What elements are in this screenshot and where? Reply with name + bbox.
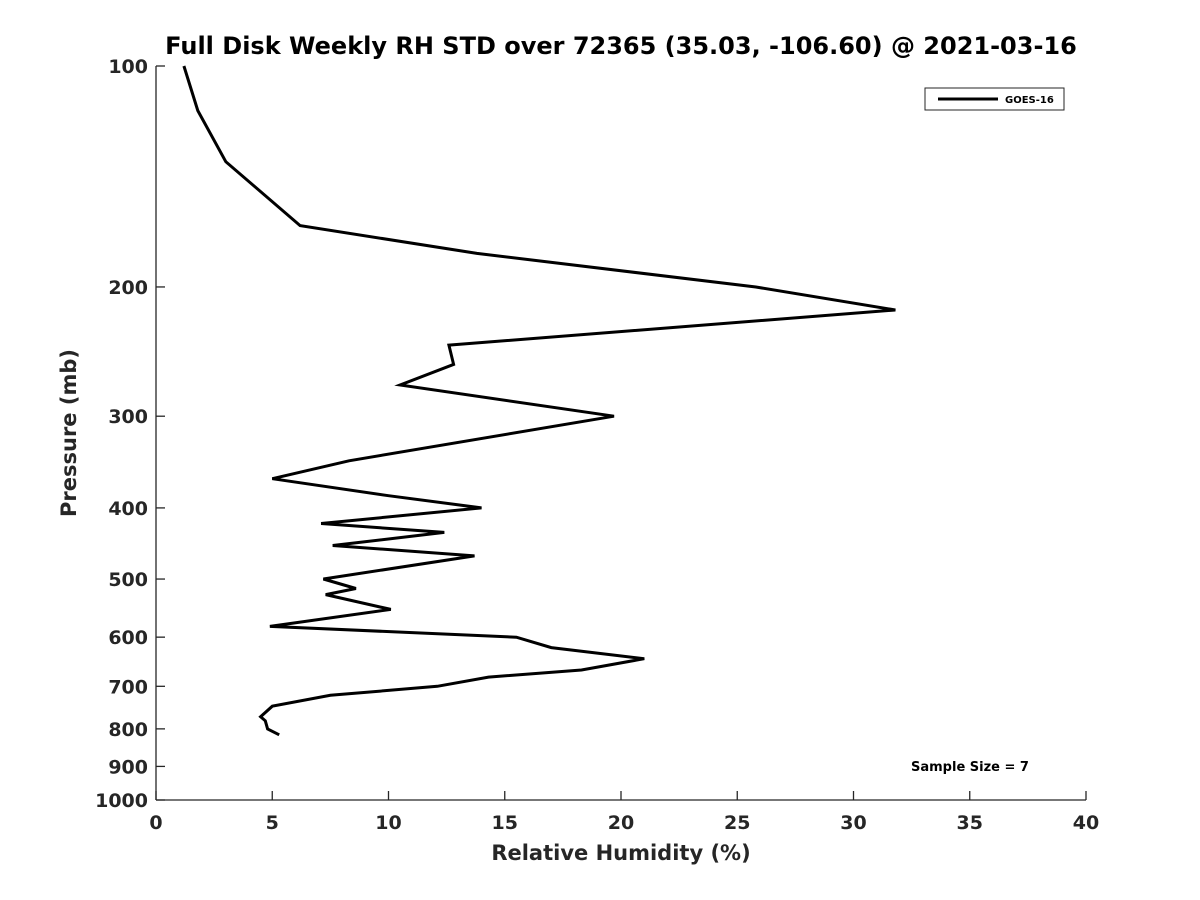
plot-axes	[155, 66, 1086, 801]
y-axis-ticks: 100 200 300 400 500 600 700 800 900 1000	[95, 56, 165, 812]
y-tick-label: 900	[108, 756, 148, 778]
x-tick-label: 35	[957, 812, 983, 834]
y-tick-label: 100	[108, 56, 148, 78]
y-tick-label: 300	[108, 406, 148, 428]
x-tick-label: 25	[724, 812, 750, 834]
x-axis-label: Relative Humidity (%)	[491, 841, 750, 865]
y-tick-label: 500	[108, 569, 148, 591]
x-tick-label: 10	[375, 812, 401, 834]
chart-title: Full Disk Weekly RH STD over 72365 (35.0…	[165, 32, 1077, 60]
x-tick-label: 15	[492, 812, 518, 834]
x-tick-label: 40	[1073, 812, 1099, 834]
y-tick-label: 700	[108, 676, 148, 698]
x-tick-label: 0	[149, 812, 162, 834]
x-tick-label: 20	[608, 812, 634, 834]
legend-label-goes-16: GOES-16	[1005, 95, 1054, 106]
series-layer	[182, 65, 896, 737]
sample-size-annotation: Sample Size = 7	[911, 760, 1029, 775]
y-tick-label: 800	[108, 719, 148, 741]
y-tick-label: 600	[108, 627, 148, 649]
y-tick-label: 1000	[95, 790, 148, 812]
legend: GOES-16	[924, 87, 1065, 111]
x-tick-label: 30	[840, 812, 866, 834]
x-axis-ticks: 0 5 10 15 20 25 30 35 40	[149, 791, 1099, 834]
x-tick-label: 5	[266, 812, 279, 834]
y-axis-label: Pressure (mb)	[57, 349, 81, 517]
series-line-goes-16	[182, 65, 896, 737]
y-tick-label: 200	[108, 277, 148, 299]
y-tick-label: 400	[108, 498, 148, 520]
